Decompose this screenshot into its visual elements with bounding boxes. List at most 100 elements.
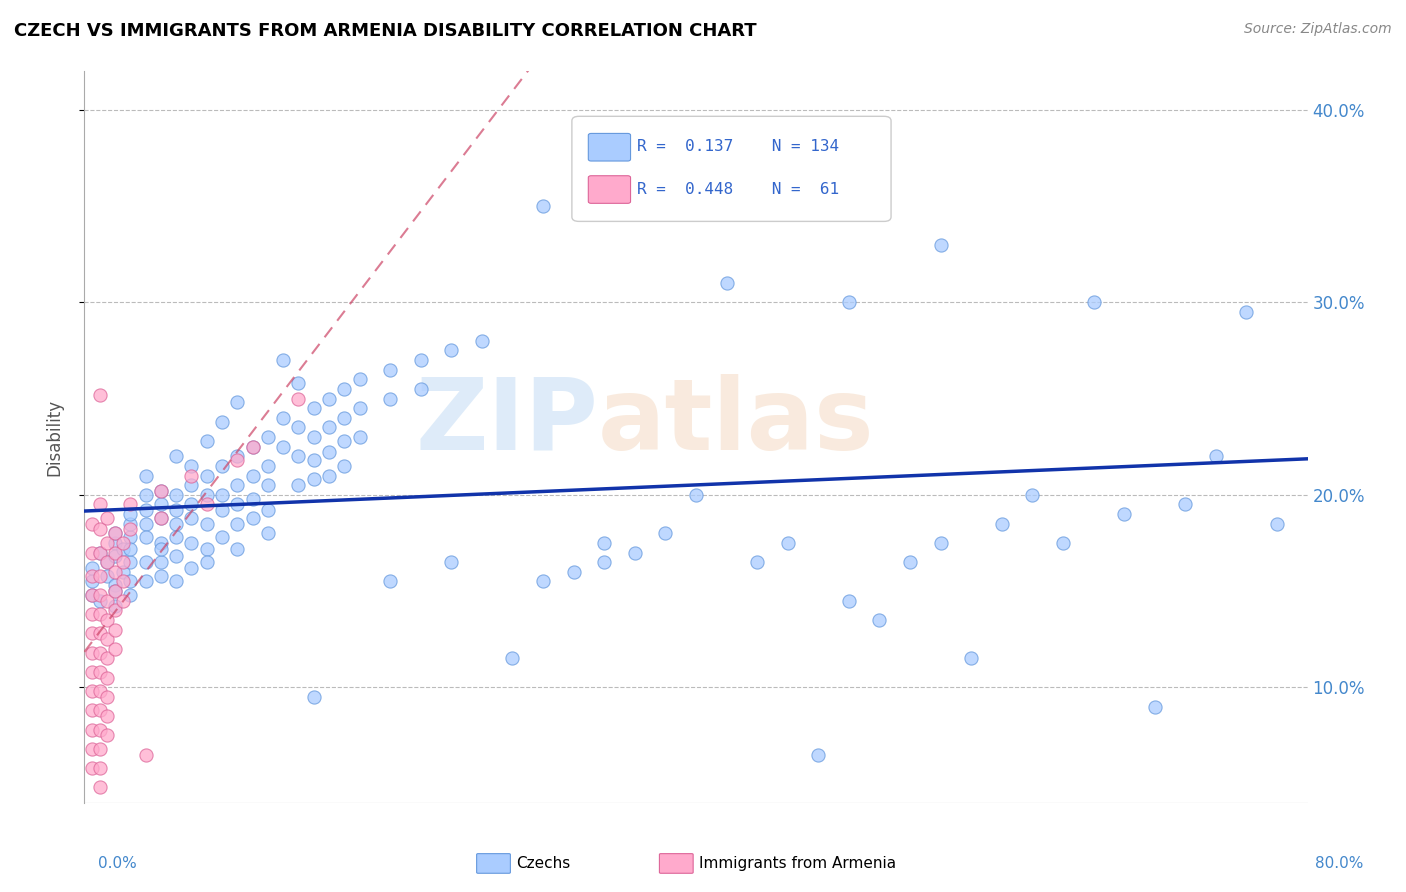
Point	[96, 728, 118, 742]
Point	[302, 430, 325, 444]
Point	[80, 703, 103, 717]
Point	[242, 468, 264, 483]
Point	[120, 541, 142, 556]
Point	[1236, 305, 1258, 319]
Point	[929, 536, 952, 550]
Point	[226, 498, 249, 512]
Point	[747, 189, 769, 203]
Text: Source: ZipAtlas.com: Source: ZipAtlas.com	[1244, 22, 1392, 37]
Point	[149, 536, 172, 550]
Point	[111, 555, 134, 569]
Text: Immigrants from Armenia: Immigrants from Armenia	[699, 856, 896, 871]
Point	[149, 511, 172, 525]
Point	[318, 392, 340, 406]
Point	[257, 503, 280, 517]
Point	[593, 536, 616, 550]
Point	[654, 526, 676, 541]
Point	[104, 584, 127, 599]
Point	[120, 523, 142, 537]
Point	[180, 536, 202, 550]
Point	[211, 488, 233, 502]
Point	[96, 536, 118, 550]
Point	[104, 536, 127, 550]
Point	[318, 468, 340, 483]
Point	[226, 395, 249, 409]
Point	[80, 574, 103, 589]
Point	[838, 295, 860, 310]
Point	[1021, 488, 1043, 502]
Point	[747, 555, 769, 569]
Point	[135, 747, 157, 762]
Point	[380, 574, 402, 589]
Y-axis label: Disability: Disability	[45, 399, 63, 475]
Point	[80, 626, 103, 640]
Point	[89, 665, 111, 679]
Point	[991, 516, 1014, 531]
Point	[80, 607, 103, 622]
Point	[120, 507, 142, 521]
Point	[96, 555, 118, 569]
Point	[562, 565, 585, 579]
Point	[104, 623, 127, 637]
Point	[349, 401, 371, 416]
Point	[257, 430, 280, 444]
Point	[120, 530, 142, 544]
Point	[149, 483, 172, 498]
Point	[1083, 295, 1105, 310]
Point	[96, 632, 118, 647]
Point	[80, 761, 103, 775]
Point	[104, 545, 127, 559]
Point	[96, 651, 118, 665]
Point	[211, 503, 233, 517]
Point	[180, 458, 202, 473]
Point	[929, 237, 952, 252]
Point	[80, 723, 103, 737]
Point	[149, 541, 172, 556]
Point	[960, 651, 983, 665]
Point	[302, 401, 325, 416]
Point	[104, 584, 127, 599]
Point	[80, 742, 103, 756]
Point	[104, 565, 127, 579]
Point	[80, 561, 103, 575]
Point	[1265, 516, 1288, 531]
Point	[135, 516, 157, 531]
Point	[80, 588, 103, 602]
Point	[120, 555, 142, 569]
Point	[226, 541, 249, 556]
Point	[318, 420, 340, 434]
Text: atlas: atlas	[598, 374, 875, 471]
Point	[80, 588, 103, 602]
Point	[226, 516, 249, 531]
Point	[165, 488, 187, 502]
Point	[409, 353, 432, 368]
Point	[271, 440, 294, 454]
Point	[149, 511, 172, 525]
Point	[96, 555, 118, 569]
Point	[89, 723, 111, 737]
Point	[120, 498, 142, 512]
Point	[180, 498, 202, 512]
Point	[271, 410, 294, 425]
Point	[318, 445, 340, 459]
Point	[287, 478, 309, 492]
Point	[287, 450, 309, 464]
Point	[287, 376, 309, 391]
Point	[89, 388, 111, 402]
Point	[1205, 450, 1227, 464]
Point	[242, 440, 264, 454]
Point	[111, 565, 134, 579]
Point	[96, 511, 118, 525]
Point	[165, 503, 187, 517]
Point	[89, 588, 111, 602]
Point	[104, 526, 127, 541]
Point	[257, 526, 280, 541]
Point	[440, 343, 463, 358]
Point	[242, 440, 264, 454]
Point	[165, 450, 187, 464]
Point	[1052, 536, 1074, 550]
Point	[96, 671, 118, 685]
Point	[333, 458, 356, 473]
Text: 0.0%: 0.0%	[98, 856, 138, 871]
Point	[195, 498, 218, 512]
